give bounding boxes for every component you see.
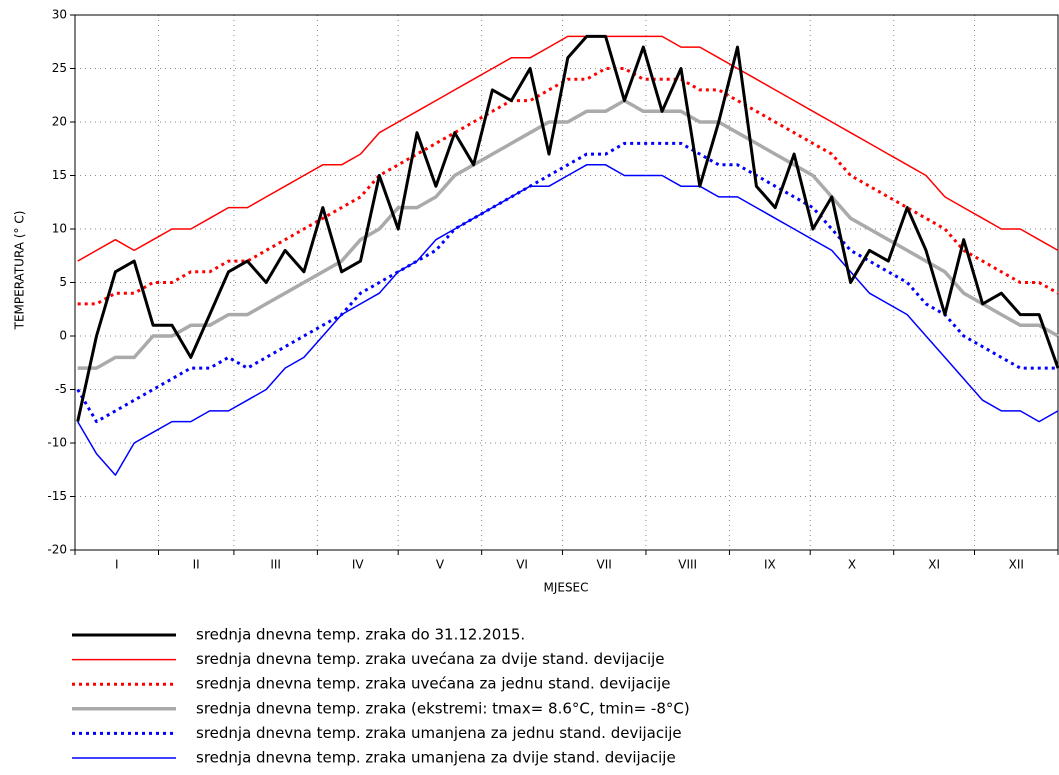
legend-label: srednja dnevna temp. zraka umanjena za j… bbox=[196, 724, 682, 742]
y-tick-label: 10 bbox=[52, 222, 67, 236]
y-tick-label: -10 bbox=[47, 436, 67, 450]
x-tick-label: VII bbox=[597, 558, 612, 572]
series-line bbox=[77, 164, 1059, 476]
x-tick-label: V bbox=[436, 558, 445, 572]
x-tick-label: XII bbox=[1009, 558, 1024, 572]
x-tick-label: IX bbox=[764, 558, 776, 572]
y-tick-label: -15 bbox=[47, 489, 67, 503]
series-line bbox=[77, 98, 1059, 370]
series-line bbox=[76, 34, 1059, 422]
legend-label: srednja dnevna temp. zraka do 31.12.2015… bbox=[196, 626, 525, 644]
x-axis-label: MJESEC bbox=[543, 581, 588, 595]
y-tick-label: -20 bbox=[47, 543, 67, 557]
legend-label: srednja dnevna temp. zraka (ekstremi: tm… bbox=[196, 699, 690, 717]
y-tick-label: 5 bbox=[59, 275, 67, 289]
x-tick-label: XI bbox=[928, 558, 940, 572]
y-tick-label: 30 bbox=[52, 8, 67, 22]
x-tick-label: VIII bbox=[678, 558, 697, 572]
y-tick-label: 25 bbox=[52, 61, 67, 75]
x-tick-label: IV bbox=[352, 558, 365, 572]
series-line bbox=[77, 67, 1059, 306]
series-line bbox=[76, 141, 1058, 424]
y-tick-label: 20 bbox=[52, 115, 67, 129]
legend-label: srednja dnevna temp. zraka uvećana za je… bbox=[196, 675, 671, 693]
legend-label: srednja dnevna temp. zraka umanjena za d… bbox=[196, 749, 676, 767]
y-tick-label: 0 bbox=[59, 329, 67, 343]
y-tick-label: -5 bbox=[55, 382, 67, 396]
x-tick-label: I bbox=[115, 558, 119, 572]
y-axis-label: TEMPERATURA (° C) bbox=[13, 211, 27, 331]
x-tick-label: III bbox=[270, 558, 281, 572]
series-line bbox=[77, 35, 1059, 262]
plot-frame bbox=[74, 14, 1059, 551]
legend-label: srednja dnevna temp. zraka uvećana za dv… bbox=[196, 650, 665, 668]
x-tick-label: X bbox=[848, 558, 856, 572]
y-tick-label: 15 bbox=[52, 168, 67, 182]
x-tick-label: VI bbox=[516, 558, 528, 572]
x-tick-label: II bbox=[193, 558, 200, 572]
